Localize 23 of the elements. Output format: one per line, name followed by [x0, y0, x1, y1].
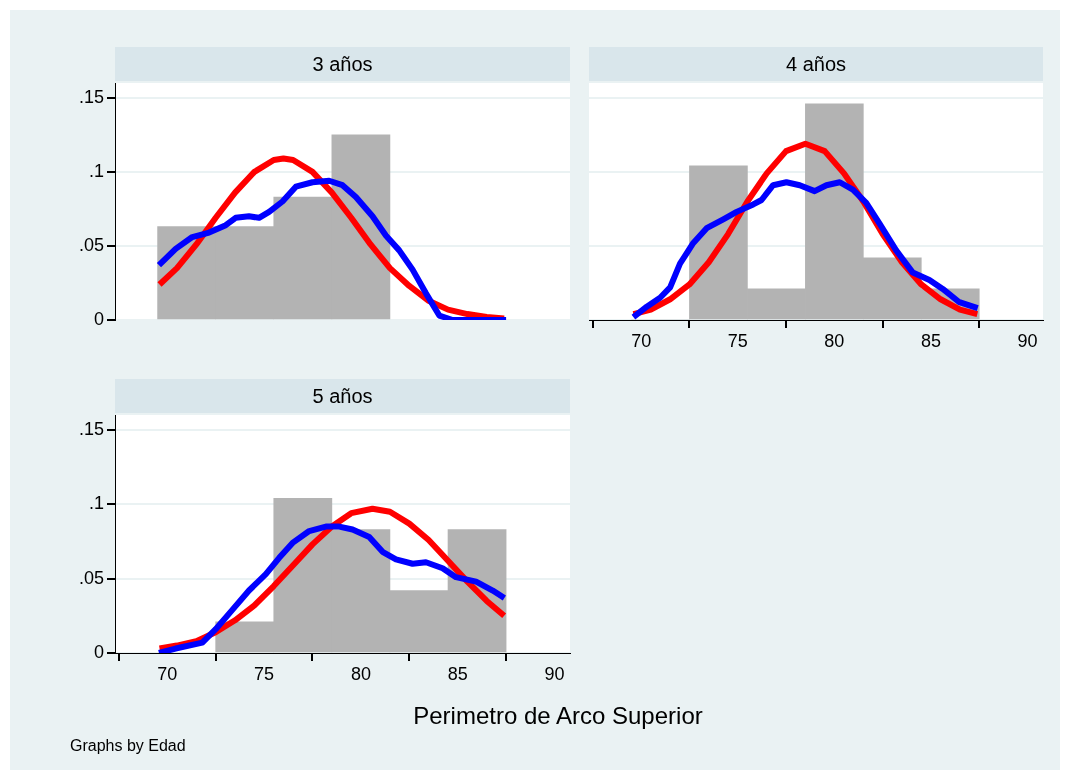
x-tick-label: 70	[631, 330, 652, 351]
x-tick-label: 75	[254, 663, 275, 684]
x-tick-label: 85	[920, 330, 941, 351]
y-tick-label: .15	[78, 418, 104, 439]
y-tick-label: .05	[78, 567, 104, 588]
x-tick-label: 85	[447, 663, 468, 684]
x-axis-title: Perimetro de Arco Superior	[413, 702, 703, 730]
y-tick-label: .15	[78, 86, 104, 107]
y-tick-label: .1	[88, 493, 104, 514]
y-tick-label: 0	[93, 641, 104, 662]
x-tick-label: 90	[1017, 330, 1038, 351]
chart-title: 4 años	[589, 47, 1043, 81]
y-tick-label: .05	[78, 234, 104, 255]
x-tick-label: 70	[157, 663, 178, 684]
x-tick-label: 90	[544, 663, 565, 684]
chart-title: 5 años	[115, 379, 570, 413]
y-tick-label: 0	[93, 308, 104, 329]
chart-title: 3 años	[115, 47, 570, 81]
y-tick-label: .1	[88, 160, 104, 181]
text: Graphs by Edad	[70, 737, 186, 755]
x-tick-label: 75	[727, 330, 748, 351]
x-tick-label: 80	[350, 663, 371, 684]
x-tick-label: 80	[824, 330, 845, 351]
